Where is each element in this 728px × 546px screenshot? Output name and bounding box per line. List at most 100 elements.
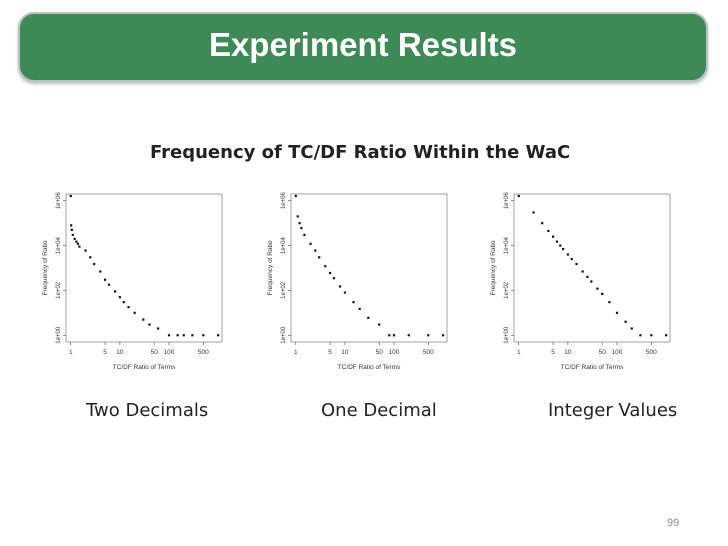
data-point bbox=[566, 253, 569, 256]
data-point bbox=[551, 235, 555, 238]
data-point bbox=[318, 256, 321, 259]
y-tick-label: 1e+04 bbox=[281, 236, 287, 254]
data-point bbox=[99, 270, 102, 273]
data-point bbox=[630, 327, 633, 330]
page-number: 99 bbox=[667, 517, 680, 529]
data-point bbox=[615, 311, 619, 314]
data-point bbox=[176, 334, 179, 337]
x-tick-label: 1 bbox=[69, 349, 73, 356]
data-point bbox=[70, 224, 73, 227]
data-point bbox=[378, 323, 381, 326]
data-point bbox=[358, 307, 361, 310]
data-point bbox=[300, 227, 303, 230]
y-tick-label: 1e+06 bbox=[504, 192, 510, 209]
x-axis-label: TC/DF Ratio of Terms bbox=[338, 364, 401, 371]
data-point bbox=[596, 287, 599, 290]
data-point bbox=[93, 262, 96, 266]
data-point bbox=[427, 334, 430, 337]
data-point bbox=[133, 311, 136, 314]
x-tick-label: 5 bbox=[551, 349, 555, 356]
data-point bbox=[590, 280, 593, 283]
plot-frame bbox=[513, 193, 671, 343]
y-tick-label: 1e+04 bbox=[504, 236, 510, 254]
data-point bbox=[182, 334, 185, 337]
x-tick-label: 10 bbox=[341, 349, 349, 356]
data-point bbox=[570, 257, 573, 261]
data-point bbox=[314, 249, 317, 252]
data-point bbox=[69, 194, 72, 198]
data-point bbox=[107, 283, 111, 286]
x-tick-label: 50 bbox=[151, 349, 159, 356]
y-tick-label: 1e+02 bbox=[56, 281, 62, 299]
plot-frame bbox=[65, 193, 223, 343]
title-banner: Experiment Results bbox=[18, 12, 708, 82]
data-point bbox=[303, 233, 306, 236]
x-axis-label: TC/DF Ratio of Terms bbox=[561, 364, 624, 371]
data-point bbox=[601, 292, 604, 295]
data-point bbox=[581, 270, 584, 273]
plot-frame bbox=[290, 193, 448, 343]
data-point bbox=[298, 222, 301, 225]
data-point bbox=[367, 316, 370, 319]
data-point bbox=[127, 306, 130, 309]
data-point bbox=[541, 222, 544, 225]
x-tick-label: 5 bbox=[103, 349, 107, 356]
data-point bbox=[339, 285, 342, 288]
x-tick-label: 50 bbox=[376, 349, 384, 356]
data-point bbox=[555, 240, 559, 243]
y-tick-label: 1e+00 bbox=[56, 326, 62, 344]
data-point bbox=[532, 211, 535, 214]
data-point bbox=[328, 271, 332, 275]
slide-title: Experiment Results bbox=[208, 26, 518, 63]
data-point bbox=[559, 244, 562, 247]
y-axis-label: Frequency of Ratio bbox=[490, 240, 497, 295]
data-point bbox=[118, 296, 121, 299]
data-point bbox=[114, 290, 117, 293]
data-point bbox=[122, 301, 125, 304]
caption-two-decimals: Two Decimals bbox=[86, 400, 209, 421]
data-point bbox=[309, 242, 312, 245]
data-point bbox=[562, 247, 565, 251]
data-point bbox=[89, 256, 92, 259]
data-point bbox=[156, 327, 160, 330]
data-point bbox=[586, 275, 589, 279]
data-point bbox=[624, 320, 627, 323]
data-point bbox=[547, 229, 550, 233]
data-point bbox=[78, 245, 81, 248]
data-point bbox=[70, 228, 73, 232]
data-point bbox=[167, 334, 171, 337]
data-point bbox=[343, 291, 346, 294]
caption-one-decimal: One Decimal bbox=[321, 400, 437, 421]
y-tick-label: 1e+04 bbox=[56, 236, 62, 254]
data-point bbox=[296, 215, 299, 218]
y-axis-label: Frequency of Ratio bbox=[267, 240, 274, 295]
scatter-plot-one-decimal: 1 5 10 50 100 500 1e+00 1e+02 1e+04 1e+06 TC/DF Ra… bbox=[267, 192, 448, 371]
scatter-plot-two-decimals: 1 5 10 50 100 500 1e+00 1e+02 1e+04 1e+06 TC/DF Ra… bbox=[42, 192, 223, 371]
data-point bbox=[324, 265, 327, 268]
y-tick-label: 1e+00 bbox=[281, 326, 287, 344]
x-tick-label: 1 bbox=[517, 349, 521, 356]
x-tick-label: 100 bbox=[164, 349, 175, 356]
y-axis-label: Frequency of Ratio bbox=[42, 240, 49, 295]
data-point bbox=[75, 240, 78, 243]
data-point bbox=[575, 262, 578, 266]
data-point bbox=[392, 334, 396, 337]
data-point bbox=[639, 334, 642, 337]
data-point bbox=[148, 323, 151, 326]
data-point bbox=[73, 237, 76, 240]
y-tick-label: 1e+06 bbox=[281, 192, 287, 209]
x-tick-label: 10 bbox=[116, 349, 124, 356]
data-point bbox=[608, 301, 611, 304]
data-point bbox=[388, 334, 391, 337]
data-point bbox=[294, 194, 297, 198]
data-point bbox=[517, 194, 520, 198]
data-point bbox=[332, 277, 336, 280]
data-point bbox=[665, 334, 668, 337]
y-tick-label: 1e+02 bbox=[504, 281, 510, 299]
chart-subtitle: Frequency of TC/DF Ratio Within the WaC bbox=[150, 142, 571, 163]
data-point bbox=[84, 249, 87, 252]
data-point bbox=[142, 318, 145, 321]
data-point bbox=[650, 334, 653, 337]
data-point bbox=[217, 334, 220, 337]
data-point bbox=[103, 278, 107, 281]
